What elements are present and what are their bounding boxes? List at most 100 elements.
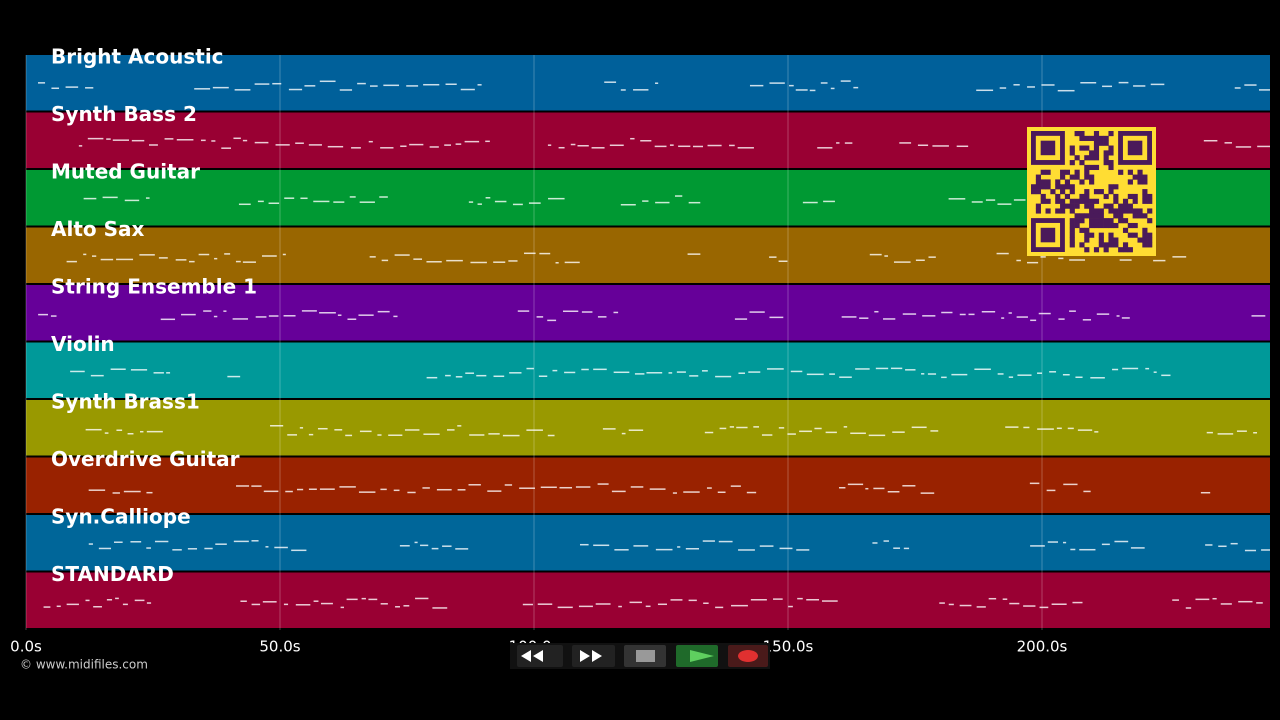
note	[1102, 85, 1113, 88]
note	[613, 371, 630, 374]
note	[263, 490, 279, 493]
note	[806, 373, 824, 376]
note	[339, 89, 353, 91]
note	[1203, 139, 1218, 142]
qr-module	[1098, 208, 1104, 214]
note	[115, 597, 119, 600]
note	[649, 488, 666, 490]
note	[677, 546, 681, 548]
rewind-button[interactable]	[517, 645, 563, 667]
forward-button[interactable]	[572, 645, 615, 667]
note	[214, 257, 218, 260]
note	[98, 547, 112, 550]
qr-module	[1089, 222, 1095, 229]
note	[547, 434, 555, 437]
qr-finder	[1127, 140, 1143, 156]
track-name: Alto Sax	[51, 217, 144, 241]
transport-controls	[510, 643, 770, 669]
qr-module	[1118, 213, 1124, 219]
note	[1041, 84, 1055, 86]
qr-module	[1132, 198, 1138, 204]
note	[296, 488, 304, 491]
qr-module	[1079, 145, 1085, 151]
note	[381, 259, 389, 262]
note	[56, 605, 61, 608]
note	[445, 374, 451, 377]
note	[327, 145, 344, 148]
note	[154, 540, 169, 543]
qr-module	[1045, 179, 1051, 185]
note	[268, 315, 279, 317]
note	[172, 549, 182, 551]
note	[447, 429, 455, 431]
note	[749, 311, 765, 313]
note	[140, 430, 144, 433]
note	[841, 316, 857, 318]
note	[194, 88, 211, 90]
qr-module	[1103, 160, 1109, 166]
qr-module	[1060, 198, 1066, 204]
qr-code	[1027, 127, 1156, 256]
qr-module	[1127, 193, 1133, 200]
note	[213, 315, 218, 318]
note	[921, 373, 925, 375]
note	[683, 491, 700, 493]
note	[149, 144, 158, 146]
note	[317, 427, 328, 430]
note	[383, 84, 400, 87]
note	[875, 367, 889, 370]
note	[688, 599, 697, 602]
qr-module	[1113, 222, 1119, 229]
note	[1008, 376, 1014, 378]
note	[773, 598, 783, 600]
note	[146, 547, 151, 549]
qr-module	[1031, 189, 1037, 195]
note	[308, 144, 322, 146]
play-button[interactable]	[676, 645, 718, 667]
note	[393, 315, 398, 318]
qr-module	[1079, 135, 1085, 141]
note	[868, 434, 886, 437]
note	[1030, 545, 1045, 547]
track-name: Synth Brass1	[51, 390, 200, 414]
note	[911, 426, 927, 429]
note	[446, 259, 463, 262]
note	[748, 371, 761, 373]
note	[349, 196, 356, 198]
qr-module	[1113, 184, 1119, 190]
qr-module	[1040, 198, 1046, 204]
qr-module	[1127, 179, 1133, 185]
qr-module	[1084, 155, 1090, 161]
record-button[interactable]	[728, 645, 768, 667]
note	[1259, 89, 1270, 91]
note	[240, 600, 247, 602]
qr-module	[1113, 242, 1119, 248]
qr-module	[1074, 169, 1080, 175]
note	[116, 429, 123, 431]
note	[591, 147, 605, 149]
note	[1017, 374, 1032, 376]
note	[422, 487, 430, 489]
qr-module	[1103, 222, 1109, 229]
note	[688, 201, 701, 204]
note	[1056, 427, 1062, 430]
qr-module	[1069, 232, 1075, 238]
note	[1063, 483, 1078, 486]
note	[736, 426, 748, 429]
qr-module	[1093, 218, 1100, 224]
note	[932, 145, 949, 147]
note	[1122, 367, 1139, 370]
note	[146, 430, 163, 433]
note	[613, 311, 619, 314]
qr-module	[1113, 213, 1119, 219]
note	[865, 487, 869, 490]
note	[102, 196, 118, 199]
note	[92, 255, 97, 257]
note	[494, 200, 507, 203]
qr-module	[1093, 198, 1100, 204]
stop-button[interactable]	[624, 645, 666, 667]
qr-module	[1084, 227, 1090, 233]
qr-module	[1031, 184, 1037, 190]
note	[436, 488, 452, 491]
